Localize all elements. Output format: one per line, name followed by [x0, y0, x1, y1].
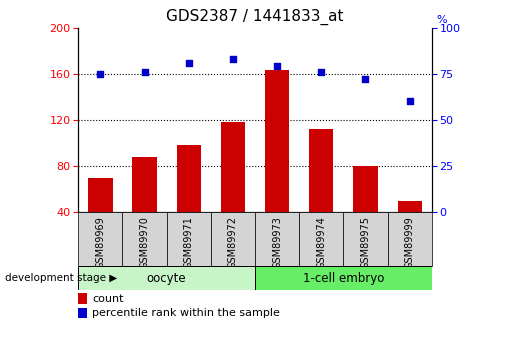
Text: GSM89972: GSM89972	[228, 216, 238, 269]
Bar	[123, 212, 167, 266]
Point	[273, 63, 281, 69]
Text: GSM89999: GSM89999	[405, 216, 415, 269]
Text: GSM89975: GSM89975	[361, 216, 371, 269]
Bar	[343, 212, 388, 266]
Bar	[388, 212, 432, 266]
Point	[362, 77, 370, 82]
Bar	[132, 157, 157, 212]
Bar	[78, 212, 123, 266]
Text: GSM89973: GSM89973	[272, 216, 282, 269]
Point	[96, 71, 105, 77]
Text: GSM89974: GSM89974	[316, 216, 326, 269]
Bar	[78, 308, 87, 318]
Bar	[221, 122, 245, 212]
Bar	[78, 266, 255, 290]
Text: development stage ▶: development stage ▶	[5, 273, 117, 283]
Bar	[88, 178, 113, 212]
Text: count: count	[92, 294, 124, 304]
Bar	[299, 212, 343, 266]
Point	[229, 56, 237, 62]
Text: GSM89971: GSM89971	[184, 216, 194, 269]
Bar	[397, 201, 422, 212]
Text: GSM89970: GSM89970	[139, 216, 149, 269]
Text: %: %	[436, 15, 446, 25]
Point	[140, 69, 148, 75]
Bar	[177, 145, 201, 212]
Bar	[255, 266, 432, 290]
Bar	[309, 129, 333, 212]
Bar	[78, 293, 87, 304]
Text: oocyte: oocyte	[147, 272, 186, 285]
Point	[185, 60, 193, 66]
Bar	[167, 212, 211, 266]
Title: GDS2387 / 1441833_at: GDS2387 / 1441833_at	[166, 9, 344, 25]
Bar	[255, 212, 299, 266]
Bar	[354, 166, 378, 212]
Bar	[265, 70, 289, 212]
Point	[317, 69, 325, 75]
Bar	[211, 212, 255, 266]
Text: percentile rank within the sample: percentile rank within the sample	[92, 308, 280, 318]
Text: 1-cell embryo: 1-cell embryo	[302, 272, 384, 285]
Text: GSM89969: GSM89969	[95, 216, 106, 269]
Point	[406, 99, 414, 104]
